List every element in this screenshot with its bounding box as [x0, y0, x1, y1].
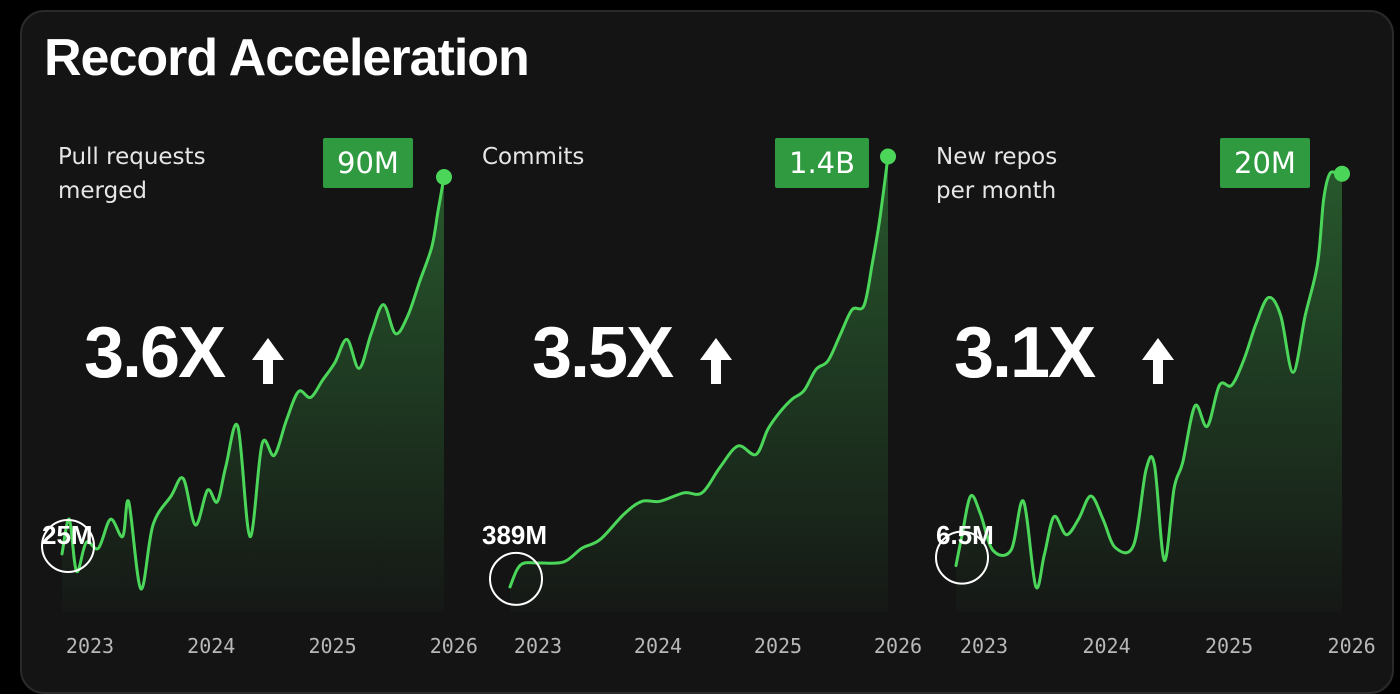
- metric-label: Commits: [482, 144, 585, 170]
- start-point-ring: [935, 530, 989, 585]
- growth-multiplier: 3.5X: [532, 313, 674, 393]
- chart-svg-pull-requests: 2023 2024 2025 2026: [41, 169, 478, 658]
- start-value-label: 389M: [482, 520, 548, 550]
- chart-svg-commits: 2023 2024 2025 2026: [489, 148, 922, 658]
- series-line: [508, 155, 890, 589]
- end-point-dot: [1334, 165, 1350, 182]
- chart-panel-pull-requests: 2023 2024 2025 2026 Pull requests merged 90…: [41, 12, 492, 674]
- x-tick-label-2023: 2023: [514, 634, 562, 658]
- end-value-badge: 1.4B: [775, 138, 870, 188]
- x-tick-label-2026: 2026: [430, 634, 478, 658]
- series-area-fill: [956, 171, 1342, 612]
- x-tick-label-2024: 2024: [187, 634, 235, 658]
- up-arrow-icon: [700, 338, 732, 384]
- start-value-label: 25M: [42, 520, 93, 550]
- x-tick-label-2023: 2023: [960, 634, 1008, 658]
- page-title: Record Acceleration: [44, 29, 530, 87]
- chart-panel-new-repos: 2023 2024 2025 2026 New repos per month 20M…: [928, 12, 1378, 674]
- chart-panel-commits: 2023 2024 2025 2026 Commits 1.4B 3.5X 389M: [482, 12, 932, 674]
- x-tick-label-2025: 2025: [754, 634, 802, 658]
- x-tick-label-2024: 2024: [1082, 634, 1130, 658]
- x-tick-label-2026: 2026: [1328, 634, 1376, 658]
- series-area-fill: [62, 177, 444, 612]
- end-point-dot: [436, 169, 452, 185]
- end-value-badge: 90M: [323, 138, 413, 188]
- x-tick-label-2023: 2023: [66, 634, 114, 658]
- metric-label: New repos per month: [936, 144, 1058, 204]
- end-point-dot: [880, 148, 896, 165]
- up-arrow-icon: [252, 338, 284, 384]
- x-tick-label-2026: 2026: [874, 634, 922, 658]
- x-tick-label-2025: 2025: [1205, 634, 1253, 658]
- chart-card: Record Acceleration 2023 2024 2025 2026 Pul…: [20, 10, 1394, 694]
- x-tick-label-2024: 2024: [634, 634, 682, 658]
- chart-svg-new-repos: 2023 2024 2025 2026: [935, 165, 1376, 658]
- metric-label: Pull requests merged: [58, 144, 206, 204]
- up-arrow-icon: [1142, 338, 1174, 384]
- end-value-badge: 20M: [1220, 138, 1310, 188]
- series-area-fill: [510, 156, 888, 612]
- start-value-label: 6.5M: [936, 520, 994, 550]
- series-line: [954, 170, 1344, 590]
- growth-multiplier: 3.1X: [954, 313, 1096, 393]
- x-tick-label-2025: 2025: [308, 634, 356, 658]
- start-point-ring: [41, 519, 95, 573]
- series-line: [60, 175, 446, 591]
- start-point-ring: [489, 551, 543, 606]
- growth-multiplier: 3.6X: [84, 313, 226, 393]
